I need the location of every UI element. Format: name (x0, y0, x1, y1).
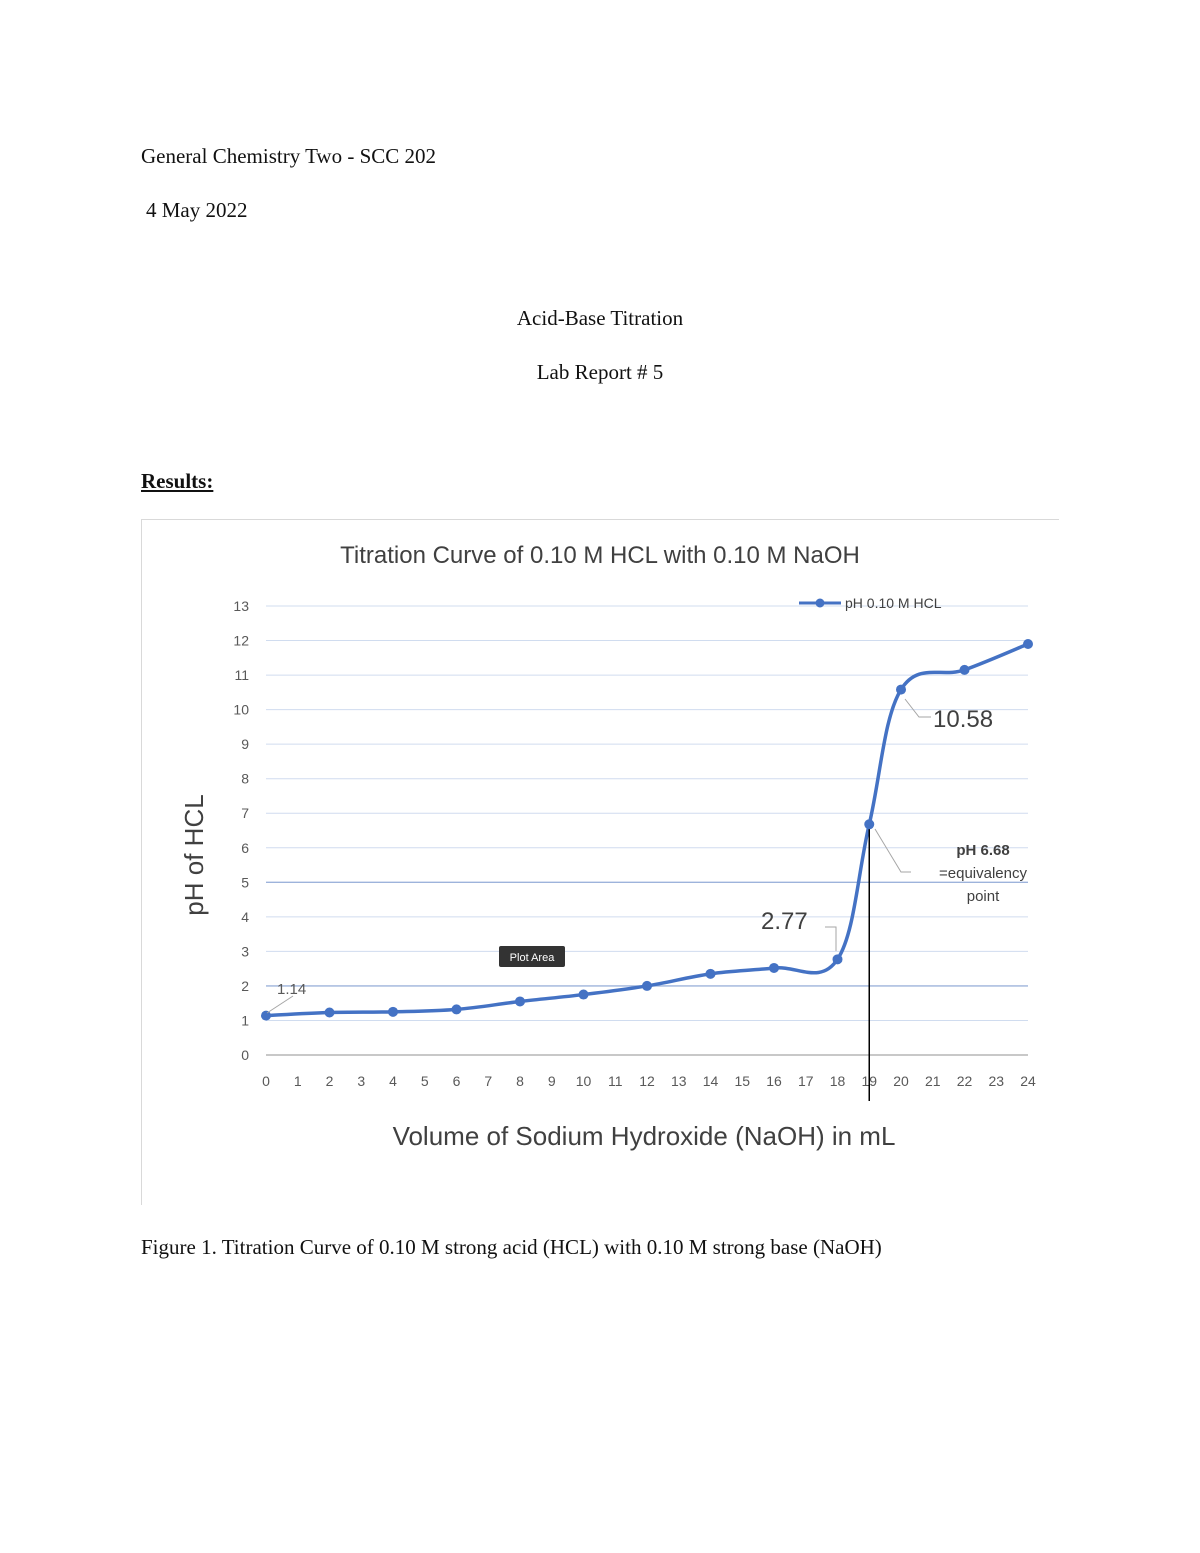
y-tick-label: 7 (241, 805, 249, 821)
x-tick-label: 10 (576, 1073, 592, 1089)
x-tick-label: 17 (798, 1073, 814, 1089)
report-subtitle: Lab Report # 5 (536, 360, 664, 384)
course-header: General Chemistry Two - SCC 202 (141, 144, 437, 168)
tooltip-label: Plot Area (510, 952, 556, 964)
titration-chart: Titration Curve of 0.10 M HCL with 0.10 … (179, 542, 1036, 1151)
chart-title: Titration Curve of 0.10 M HCL with 0.10 … (340, 542, 860, 569)
y-axis-label: pH of HCL (179, 794, 209, 915)
data-point (642, 980, 652, 991)
y-tick-label: 9 (241, 736, 249, 752)
legend: pH 0.10 M HCL (799, 595, 942, 611)
y-tick-label: 13 (233, 598, 249, 614)
y-tick-label: 4 (241, 909, 249, 925)
data-point (388, 1006, 398, 1017)
y-tick-label: 5 (241, 874, 249, 890)
x-tick-label: 12 (639, 1073, 655, 1089)
x-tick-label: 0 (262, 1073, 270, 1089)
y-tick-label: 2 (241, 978, 249, 994)
y-tick-label: 11 (234, 667, 249, 683)
x-tick-label: 21 (925, 1073, 941, 1089)
figure-caption: Figure 1. Titration Curve of 0.10 M stro… (141, 1235, 882, 1259)
data-point (959, 664, 970, 675)
plot-area-tooltip: Plot Area (499, 946, 565, 967)
data-point (578, 989, 589, 1000)
label-equivalence-3: point (967, 888, 1000, 905)
x-tick-label: 15 (734, 1073, 750, 1089)
data-point (832, 954, 843, 965)
label-pre-equivalence: 2.77 (761, 908, 808, 935)
data-point (515, 996, 525, 1007)
x-tick-label: 16 (766, 1073, 782, 1089)
y-tick-label: 8 (241, 771, 249, 787)
y-tick-label: 12 (233, 633, 249, 649)
label-equivalence-2: =equivalency (939, 865, 1027, 882)
x-tick-label: 9 (548, 1073, 556, 1089)
annotation-post-equivalence: 10.58 (904, 698, 993, 733)
x-tick-label: 13 (671, 1073, 687, 1089)
data-point (451, 1004, 462, 1015)
x-tick-label: 24 (1020, 1073, 1036, 1089)
x-tick-label: 1 (294, 1073, 302, 1089)
y-tick-label: 10 (233, 702, 249, 718)
x-tick-label: 8 (516, 1073, 524, 1089)
x-tick-label: 11 (608, 1073, 623, 1089)
x-tick-label: 6 (453, 1073, 461, 1089)
data-point (864, 819, 875, 830)
legend-label: pH 0.10 M HCL (845, 595, 942, 611)
x-axis-label: Volume of Sodium Hydroxide (NaOH) in mL (393, 1121, 896, 1151)
x-tick-label: 2 (326, 1073, 334, 1089)
y-tick-label: 0 (241, 1047, 249, 1063)
data-point (261, 1010, 271, 1021)
x-tick-label: 20 (893, 1073, 909, 1089)
chart-frame (141, 519, 1059, 1205)
x-tick-label: 22 (957, 1073, 973, 1089)
data-point (705, 968, 716, 979)
data-point (324, 1007, 335, 1018)
report-title: Acid-Base Titration (516, 306, 684, 330)
annotation-equivalence-point: pH 6.68 =equivalency point (874, 828, 1027, 905)
label-post-equivalence: 10.58 (933, 706, 993, 733)
x-tick-label: 23 (988, 1073, 1004, 1089)
y-tick-label: 3 (241, 943, 249, 959)
label-equivalence-1: pH 6.68 (956, 842, 1009, 859)
label-start: 1.14 (277, 981, 306, 998)
x-tick-label: 18 (830, 1073, 846, 1089)
x-tick-label: 3 (357, 1073, 365, 1089)
report-date: 4 May 2022 (146, 198, 248, 222)
y-tick-label: 6 (241, 840, 249, 856)
x-tick-label: 7 (484, 1073, 492, 1089)
y-tick-label: 1 (241, 1012, 249, 1028)
data-point (1023, 638, 1033, 649)
annotation-start: 1.14 (266, 981, 306, 1014)
annotation-pre-equivalence: 2.77 (761, 908, 837, 951)
x-tick-label: 14 (703, 1073, 719, 1089)
x-tick-label: 4 (389, 1073, 397, 1089)
legend-marker (815, 598, 825, 608)
series-line-ph (264, 642, 1030, 1018)
data-point (769, 962, 779, 973)
x-tick-label: 5 (421, 1073, 429, 1089)
results-heading: Results: (141, 469, 214, 493)
data-point (896, 684, 906, 695)
